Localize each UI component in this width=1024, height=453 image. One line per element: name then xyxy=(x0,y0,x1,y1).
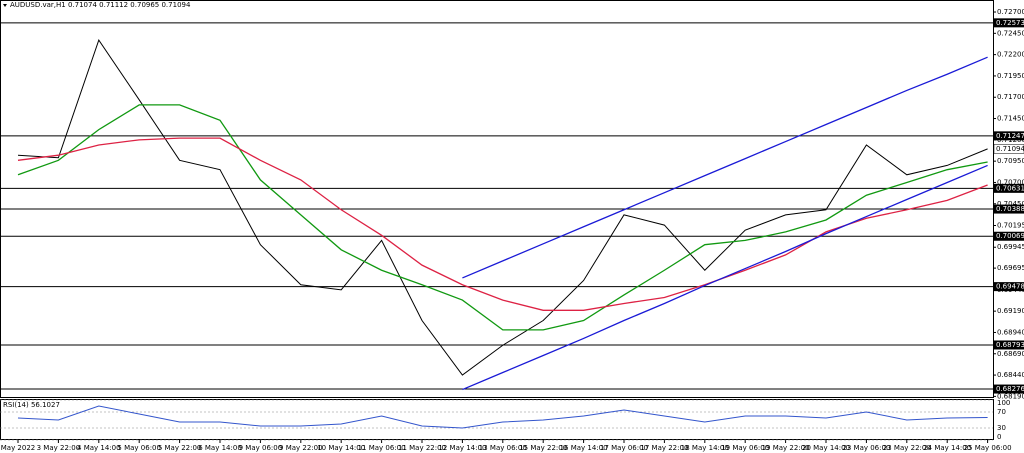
x-tick-label: 9 May 06:00 xyxy=(239,444,283,452)
y-tick-label: 0.68190 xyxy=(997,392,1024,400)
x-tick-label: 11 May 06:00 xyxy=(358,444,406,452)
y-tick-label: 0.72200 xyxy=(997,51,1024,59)
y-tick-label: 0.68440 xyxy=(997,371,1024,379)
x-tick-label: 4 May 14:00 xyxy=(77,444,121,452)
y-tick-label: 0.69190 xyxy=(997,307,1024,315)
series-line xyxy=(462,56,988,279)
level-box xyxy=(994,282,1024,292)
x-tick-label: 19 May 06:00 xyxy=(721,444,769,452)
y-tick-label: 0.69695 xyxy=(997,264,1024,272)
x-tick-label: 12 May 14:00 xyxy=(438,444,486,452)
level-label: 0.70069 xyxy=(996,232,1024,240)
x-tick-label: May 2022 xyxy=(1,444,36,452)
y-tick-label: 0.70700 xyxy=(997,178,1024,186)
level-box xyxy=(994,183,1024,193)
rsi-tick-label: 70 xyxy=(997,408,1006,416)
x-tick-label: 17 May 22:00 xyxy=(640,444,688,452)
y-tick-label: 0.70950 xyxy=(997,157,1024,165)
x-tick-label: 24 May 14:00 xyxy=(923,444,971,452)
y-tick-label: 0.68940 xyxy=(997,328,1024,336)
x-tick-label: 16 May 14:00 xyxy=(560,444,608,452)
x-tick-label: 6 May 14:00 xyxy=(198,444,242,452)
x-tick-label: 18 May 14:00 xyxy=(681,444,729,452)
x-tick-label: 19 May 22:00 xyxy=(762,444,810,452)
y-tick-label: 0.70450 xyxy=(997,200,1024,208)
level-label: 0.71247 xyxy=(996,132,1024,140)
y-tick-label: 0.71700 xyxy=(997,93,1024,101)
y-tick-label: 0.70195 xyxy=(997,222,1024,230)
level-label: 0.72573 xyxy=(996,19,1024,27)
level-box xyxy=(994,231,1024,241)
chart-title: AUDUSD.var,H1 0.71074 0.71112 0.70965 0.… xyxy=(10,1,191,9)
x-tick-label: 3 May 22:00 xyxy=(37,444,81,452)
rsi-tick-label: 0 xyxy=(997,433,1001,441)
level-label: 0.70631 xyxy=(996,184,1024,192)
rsi-frame xyxy=(0,399,994,440)
price-frame xyxy=(0,0,994,398)
x-tick-label: 5 May 06:00 xyxy=(117,444,161,452)
series-line xyxy=(17,39,988,376)
level-box xyxy=(994,131,1024,141)
y-tick-label: 0.72450 xyxy=(997,29,1024,37)
level-label: 0.70388 xyxy=(996,205,1024,213)
menu-arrow xyxy=(3,4,7,7)
x-tick-label: 11 May 22:00 xyxy=(398,444,446,452)
x-tick-label: 23 May 22:00 xyxy=(883,444,931,452)
level-label: 0.68793 xyxy=(996,341,1024,349)
y-tick-label: 0.69945 xyxy=(997,243,1024,251)
level-box xyxy=(994,340,1024,350)
level-box xyxy=(994,204,1024,214)
y-tick-label: 0.71450 xyxy=(997,115,1024,123)
level-label: 0.68276 xyxy=(996,385,1024,393)
current-price-box xyxy=(993,144,1024,154)
rsi-tick-label: 30 xyxy=(997,424,1006,432)
x-tick-label: 15 May 22:00 xyxy=(519,444,567,452)
series-line xyxy=(17,137,988,311)
x-tick-label: 17 May 06:00 xyxy=(600,444,648,452)
x-tick-label: 13 May 06:00 xyxy=(479,444,527,452)
rsi-tick-label: 100 xyxy=(997,399,1010,407)
rsi-line xyxy=(17,405,988,429)
y-tick-label: 0.68690 xyxy=(997,350,1024,358)
x-tick-label: 10 May 14:00 xyxy=(317,444,365,452)
x-tick-label: 20 May 14:00 xyxy=(802,444,850,452)
series-line xyxy=(17,104,988,331)
x-tick-label: 9 May 22:00 xyxy=(279,444,323,452)
rsi-title: RSI(14) 56.1027 xyxy=(3,401,60,409)
x-tick-label: 25 May 06:00 xyxy=(964,444,1012,452)
x-tick-label: 23 May 06:00 xyxy=(842,444,890,452)
y-tick-label: 0.71950 xyxy=(997,72,1024,80)
level-box xyxy=(994,18,1024,28)
x-tick-label: 5 May 22:00 xyxy=(158,444,202,452)
current-price-label: 0.71094 xyxy=(996,145,1024,153)
level-label: 0.69478 xyxy=(996,283,1024,291)
y-tick-label: 0.72700 xyxy=(997,8,1024,16)
series-line xyxy=(462,164,988,391)
level-box xyxy=(994,384,1024,394)
